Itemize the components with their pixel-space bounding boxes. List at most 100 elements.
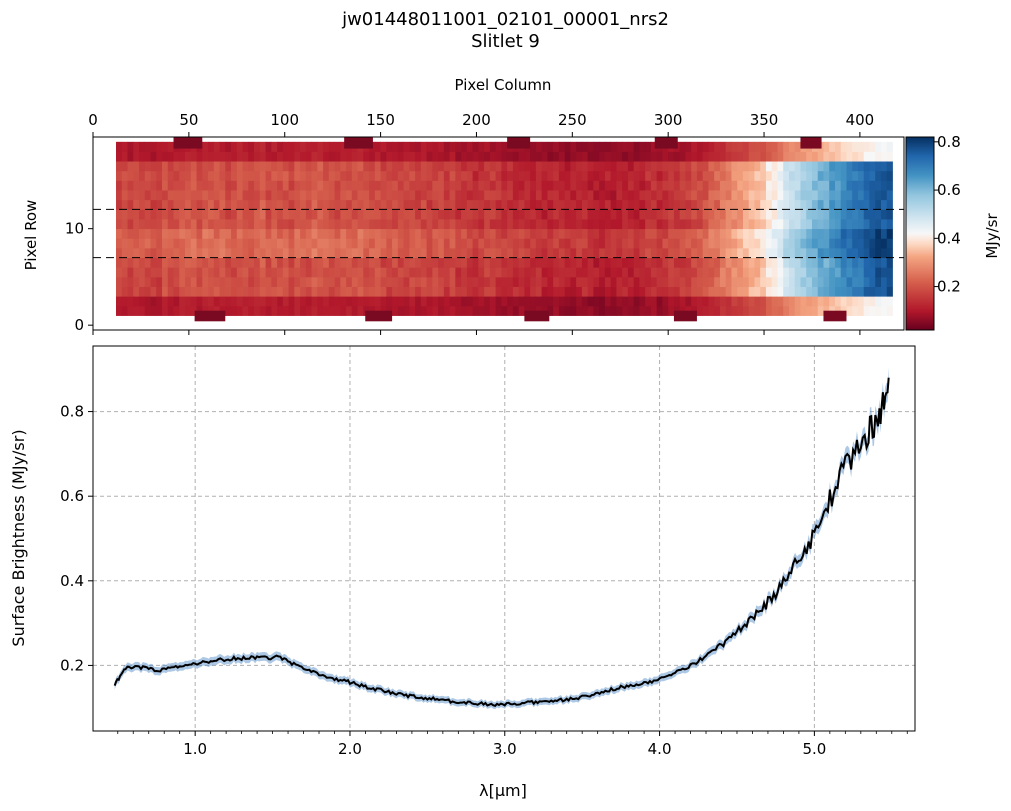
- heatmap-cell: [213, 219, 220, 230]
- heatmap-cell: [558, 228, 566, 239]
- heatmap-cell: [294, 180, 301, 191]
- heatmap-cell: [846, 209, 853, 220]
- heatmap-cell: [817, 170, 824, 181]
- heatmap-cell: [334, 209, 341, 220]
- heatmap-cell: [742, 286, 750, 297]
- heatmap-cell: [438, 267, 445, 278]
- heatmap-cell: [771, 286, 778, 297]
- heatmap-cell: [305, 199, 312, 210]
- heatmap-cell: [271, 228, 278, 239]
- heatmap-cell: [426, 190, 433, 201]
- heatmap-cell: [576, 219, 583, 230]
- heatmap-cell: [553, 296, 560, 307]
- heatmap-cell: [334, 151, 341, 162]
- heatmap-cell: [328, 238, 335, 249]
- heatmap-cell: [806, 267, 813, 278]
- heatmap-cell: [254, 267, 261, 278]
- heatmap-cell: [438, 296, 445, 307]
- heatmap-cell: [294, 219, 301, 230]
- heatmap-cell: [714, 141, 721, 152]
- heatmap-cell: [357, 219, 364, 230]
- heatmap-cell: [346, 305, 353, 316]
- heatmap-cell: [311, 267, 318, 278]
- heatmap-cell: [443, 209, 451, 220]
- heatmap-cell: [156, 199, 163, 210]
- heatmap-cell: [403, 228, 410, 239]
- heatmap-cell: [127, 180, 134, 191]
- heatmap-cell: [512, 296, 520, 307]
- heatmap-cell: [737, 286, 744, 297]
- spectrum-y-tick-label: 0.4: [60, 572, 84, 590]
- heatmap-cell: [231, 161, 238, 172]
- heatmap-cell: [231, 267, 238, 278]
- heatmap-cell: [484, 276, 491, 287]
- heatmap-cell: [518, 267, 525, 278]
- heatmap-cell: [576, 209, 583, 220]
- heatmap-cell: [277, 209, 284, 220]
- heatmap-cell: [806, 286, 813, 297]
- heatmap-cell: [587, 286, 594, 297]
- heatmap-cell: [725, 238, 732, 249]
- heatmap-cell: [259, 228, 266, 239]
- heatmap-cell: [760, 141, 767, 152]
- colorbar-tick-label: 0.2: [937, 278, 961, 296]
- heatmap-cell: [484, 151, 491, 162]
- heatmap-cell: [121, 257, 128, 268]
- heatmap-cell: [150, 199, 157, 210]
- heatmap-cell: [788, 267, 796, 278]
- heatmap-cell: [507, 296, 514, 307]
- heatmap-cell: [432, 238, 439, 249]
- heatmap-cell: [650, 276, 658, 287]
- heatmap-cell: [208, 170, 215, 181]
- heatmap-cell: [208, 180, 215, 191]
- heatmap-cell: [397, 267, 404, 278]
- heatmap-cell: [449, 305, 456, 316]
- heatmap-cell: [213, 141, 220, 152]
- heatmap-cell: [374, 141, 381, 152]
- heatmap-cell: [748, 151, 755, 162]
- heatmap-cell: [518, 286, 525, 297]
- heatmap-cell: [363, 190, 370, 201]
- heatmap-cell: [196, 286, 203, 297]
- heatmap-cell: [162, 161, 169, 172]
- heatmap-cell: [875, 257, 882, 268]
- heatmap-cell: [846, 199, 853, 210]
- heatmap-cell: [121, 267, 128, 278]
- heatmap-cell: [524, 267, 531, 278]
- heatmap-cell: [363, 286, 370, 297]
- heatmap-cell: [409, 141, 416, 152]
- heatmap-cell: [380, 267, 387, 278]
- heatmap-cell: [656, 296, 663, 307]
- heatmap-cell: [484, 161, 491, 172]
- heatmap-cell: [334, 247, 341, 259]
- heatmap-cell: [386, 286, 393, 297]
- heatmap-cell: [150, 305, 157, 316]
- heatmap-cell: [133, 296, 140, 307]
- heatmap-cell: [863, 151, 870, 162]
- heatmap-cell: [725, 257, 732, 268]
- heatmap-cell: [593, 141, 600, 152]
- heatmap-cell: [633, 219, 640, 230]
- heatmap-cell: [282, 161, 289, 172]
- heatmap-cell: [501, 238, 508, 249]
- heatmap-cell: [645, 276, 652, 287]
- heatmap-cell: [507, 219, 514, 230]
- heatmap-cell: [558, 257, 566, 268]
- heatmap-cell: [397, 151, 404, 162]
- heatmap-cell: [880, 286, 888, 297]
- heatmap-cell: [754, 161, 761, 172]
- heatmap-cell: [673, 219, 681, 230]
- heatmap-cell: [156, 209, 163, 220]
- heatmap-cell: [535, 238, 543, 249]
- heatmap-cell: [731, 151, 738, 162]
- heatmap-cell: [760, 296, 767, 307]
- heatmap-cell: [834, 219, 842, 230]
- heatmap-cell: [357, 190, 364, 201]
- heatmap-cell: [760, 305, 767, 316]
- heatmap-cell: [852, 257, 859, 268]
- heatmap-cell: [679, 238, 686, 249]
- heatmap-cell: [852, 219, 859, 230]
- heatmap-cell: [461, 141, 468, 152]
- heatmap-cell: [415, 305, 422, 316]
- heatmap-cell: [415, 238, 422, 249]
